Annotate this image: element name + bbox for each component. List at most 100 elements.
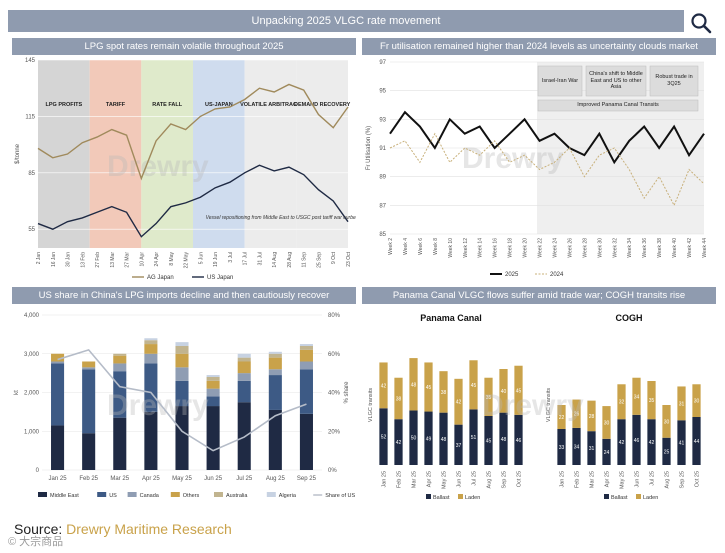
- legend-label: Laden: [643, 495, 658, 501]
- x-tick-label: May 25: [442, 471, 448, 489]
- x-tick-label: Week 32: [612, 238, 618, 258]
- y-tick-label: 97: [379, 60, 386, 66]
- x-tick-label: 8 May: [169, 252, 175, 266]
- y-axis-label: Fr Utilisation (%): [366, 126, 372, 170]
- search-button[interactable]: [688, 10, 714, 36]
- x-tick-label: 17 Jul: [243, 252, 249, 265]
- y2-tick-label: 0%: [328, 468, 337, 474]
- y2-tick-label: 20%: [328, 429, 341, 435]
- bar-segment: [268, 351, 282, 354]
- y-axis-label: VLGC transits: [546, 388, 552, 422]
- bar-segment: [206, 388, 220, 397]
- bar-segment: [268, 375, 282, 410]
- bar-value-label: 22: [559, 415, 565, 421]
- x-tick-label: 24 Apr: [154, 252, 160, 267]
- x-tick-label: Apr 25: [142, 476, 160, 482]
- x-tick-label: Sep 25: [297, 476, 317, 482]
- x-tick-label: Jul 25: [236, 476, 253, 482]
- annotation-text: Israel-Iran War: [541, 77, 579, 84]
- bar-segment: [206, 380, 220, 389]
- bar-segment: [237, 373, 251, 381]
- legend-swatch: [127, 492, 137, 497]
- x-tick-label: Jan 25: [560, 471, 566, 488]
- bar-segment: [206, 377, 220, 381]
- x-tick-label: Week 4: [403, 238, 409, 255]
- bar-segment: [454, 424, 463, 465]
- bar-segment: [144, 353, 158, 364]
- bar-value-label: 48: [411, 382, 417, 388]
- annotation-text: Robust trade in 3Q25: [655, 74, 693, 87]
- x-tick-label: Week 42: [687, 238, 693, 258]
- bar-segment: [175, 380, 189, 407]
- panel1-title: LPG spot rates remain volatile throughou…: [84, 41, 284, 52]
- brand-watermark: Drewry: [107, 389, 209, 422]
- annotation-holder: China's shift to Middle East and US to o…: [589, 71, 643, 91]
- x-tick-label: Week 24: [552, 238, 558, 258]
- bar-value-label: 42: [381, 383, 387, 389]
- x-tick-label: Week 14: [478, 238, 484, 258]
- bar-value-label: 46: [634, 438, 640, 444]
- brand-watermark: Drewry: [462, 142, 564, 175]
- bar-segment: [237, 353, 251, 358]
- bar-value-label: 42: [396, 440, 402, 446]
- x-tick-label: 11 Sep: [302, 252, 308, 268]
- bar-value-label: 34: [634, 394, 640, 400]
- x-tick-label: 16 Jan: [51, 252, 57, 267]
- panel2-title-bar: Fr utilisation remained higher than 2024…: [362, 38, 716, 55]
- bar-segment: [144, 411, 158, 470]
- bar-segment: [587, 400, 596, 432]
- bar-segment: [424, 411, 433, 465]
- x-tick-label: 10 Apr: [139, 252, 145, 267]
- y-tick-label: 85: [28, 171, 35, 177]
- bar-segment: [484, 415, 493, 465]
- panel3-title: US share in China's LPG imports decline …: [38, 290, 330, 301]
- bar-segment: [557, 405, 566, 429]
- y-tick-label: 55: [28, 227, 35, 233]
- bar-segment: [113, 353, 127, 356]
- bar-value-label: 41: [679, 441, 685, 447]
- y-axis-label: kt: [14, 390, 20, 395]
- bar-segment: [299, 349, 313, 362]
- legend-label: US Japan: [207, 275, 233, 281]
- bar-value-label: 30: [604, 420, 610, 426]
- bar-segment: [424, 362, 433, 412]
- subchart-title: Panama Canal: [420, 313, 482, 323]
- x-tick-label: Week 2: [388, 238, 394, 255]
- y-tick-label: 0: [36, 468, 40, 474]
- bar-segment: [51, 363, 65, 426]
- bar-segment: [677, 386, 686, 421]
- bar-value-label: 28: [589, 414, 595, 420]
- x-tick-label: Mar 25: [412, 471, 418, 488]
- x-tick-label: Feb 25: [397, 471, 403, 488]
- bar-value-label: 31: [679, 401, 685, 407]
- bar-value-label: 44: [694, 439, 700, 445]
- x-tick-label: Jun 25: [457, 471, 463, 488]
- x-tick-label: Sep 25: [502, 471, 508, 488]
- y2-tick-label: 40%: [328, 391, 341, 397]
- bar-value-label: 24: [604, 450, 610, 456]
- bar-value-label: 38: [396, 396, 402, 402]
- bar-value-label: 26: [574, 412, 580, 418]
- x-tick-label: Jul 25: [650, 471, 656, 486]
- x-tick-label: Apr 25: [605, 471, 611, 487]
- bar-segment: [144, 340, 158, 345]
- bar-segment: [299, 361, 313, 370]
- bar-segment: [51, 425, 65, 470]
- bar-segment: [692, 384, 701, 417]
- x-tick-label: Week 10: [448, 238, 454, 258]
- annotation-holder: Improved Panama Canal Transits: [577, 102, 659, 108]
- brand-watermark: Drewry: [482, 389, 584, 422]
- bar-segment: [113, 417, 127, 470]
- bar-segment: [692, 417, 701, 465]
- x-tick-label: Mar 25: [590, 471, 596, 488]
- legend-label: Others: [183, 493, 200, 499]
- bar-value-label: 48: [441, 437, 447, 443]
- legend-swatch: [266, 492, 276, 497]
- x-tick-label: Week 44: [702, 238, 708, 258]
- bar-value-label: 37: [456, 443, 462, 449]
- bar-segment: [632, 377, 641, 415]
- y-tick-label: 89: [379, 175, 386, 181]
- bar-value-label: 42: [456, 400, 462, 406]
- x-tick-label: 27 Feb: [95, 252, 101, 268]
- legend-label: 2025: [505, 272, 519, 278]
